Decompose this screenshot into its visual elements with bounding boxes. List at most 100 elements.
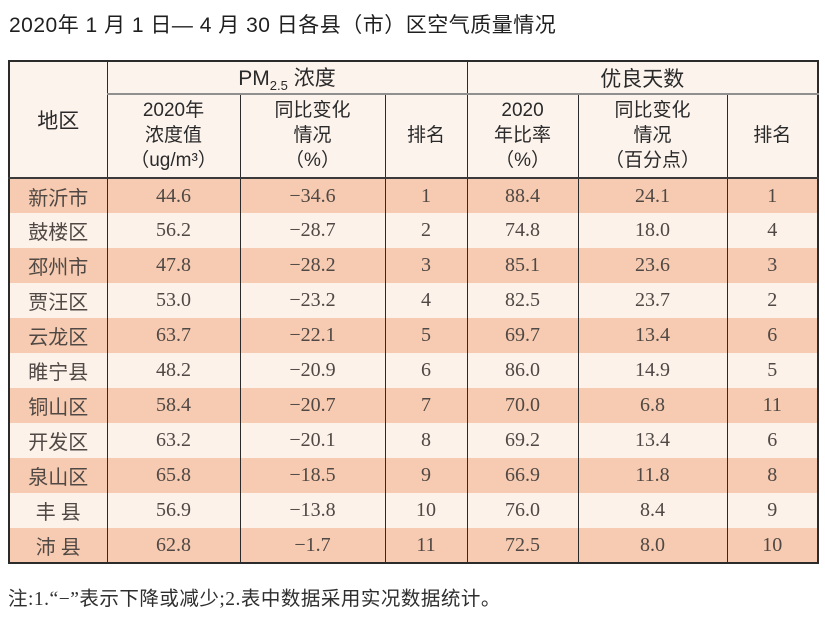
region-cell: 睢宁县	[8, 353, 108, 389]
header-sub-row: 2020年 浓度值 （ug/m³） 同比变化 情况 （%） 排名 2020 年比…	[9, 94, 819, 180]
pm25-change-cell: −28.2	[239, 248, 386, 284]
region-cell: 铜山区	[8, 388, 108, 424]
table-row: 鼓楼区 56.2 −28.7 2 74.8 18.0 4	[8, 213, 819, 249]
good-days-rank-cell: 11	[726, 388, 819, 424]
header-pm25-rank: 排名	[384, 94, 468, 180]
table-row: 铜山区 58.4 −20.7 7 70.0 6.8 11	[8, 388, 819, 424]
pm25-label-suffix: 浓度	[287, 67, 336, 90]
pm25-value-cell: 62.8	[106, 528, 241, 564]
region-cell: 邳州市	[8, 248, 108, 284]
pm25-value-cell: 47.8	[106, 248, 241, 284]
good-days-change-cell: 24.1	[577, 178, 728, 214]
good-days-change-cell: 6.8	[577, 388, 728, 424]
table-row: 邳州市 47.8 −28.2 3 85.1 23.6 3	[8, 248, 819, 284]
pm25-value-cell: 63.2	[106, 423, 241, 459]
header-group-good-days: 优良天数	[466, 61, 819, 96]
good-days-change-cell: 8.0	[577, 528, 728, 564]
pm25-change-cell: −18.5	[239, 458, 386, 494]
pm25-value-cell: 56.2	[106, 213, 241, 249]
header-group-pm25: PM2.5 浓度	[106, 61, 468, 96]
pm25-rank-cell: 9	[384, 458, 468, 494]
good-days-change-cell: 18.0	[577, 213, 728, 249]
good-days-ratio-cell: 88.4	[466, 178, 579, 214]
good-days-rank-cell: 10	[726, 528, 819, 564]
good-days-rank-cell: 6	[726, 423, 819, 459]
footnote: 注:1.“−”表示下降或减少;2.表中数据采用实况数据统计。	[8, 589, 501, 610]
table-row: 睢宁县 48.2 −20.9 6 86.0 14.9 5	[8, 353, 819, 389]
pm25-change-cell: −20.9	[239, 353, 386, 389]
good-days-ratio-cell: 69.2	[466, 423, 579, 459]
good-days-ratio-cell: 70.0	[466, 388, 579, 424]
good-days-ratio-cell: 85.1	[466, 248, 579, 284]
header-region: 地区	[8, 61, 108, 180]
region-cell: 泉山区	[8, 458, 108, 494]
pm25-rank-cell: 5	[384, 318, 468, 354]
good-days-change-cell: 8.4	[577, 493, 728, 529]
region-cell: 丰 县	[8, 493, 108, 529]
good-days-rank-cell: 1	[726, 178, 819, 214]
good-days-rank-cell: 5	[726, 353, 819, 389]
pm25-change-cell: −20.1	[239, 423, 386, 459]
pm25-rank-cell: 1	[384, 178, 468, 214]
pm25-label-prefix: PM	[238, 67, 270, 90]
pm25-value-cell: 63.7	[106, 318, 241, 354]
pm25-value-cell: 44.6	[106, 178, 241, 214]
region-cell: 云龙区	[8, 318, 108, 354]
region-cell: 沛 县	[8, 528, 108, 564]
good-days-rank-cell: 8	[726, 458, 819, 494]
pm25-rank-cell: 11	[384, 528, 468, 564]
good-days-ratio-cell: 66.9	[466, 458, 579, 494]
good-days-ratio-cell: 69.7	[466, 318, 579, 354]
header-good-days-ratio: 2020 年比率 （%）	[466, 94, 579, 180]
good-days-ratio-cell: 86.0	[466, 353, 579, 389]
pm25-change-cell: −34.6	[239, 178, 386, 214]
pm25-value-cell: 48.2	[106, 353, 241, 389]
page-title: 2020年 1 月 1 日— 4 月 30 日各县（市）区空气质量情况	[9, 14, 557, 37]
pm25-value-cell: 58.4	[106, 388, 241, 424]
air-quality-table: 地区 PM2.5 浓度 优良天数 2020年 浓度值 （ug/m³） 同比变化 …	[8, 60, 820, 565]
header-pm25-change: 同比变化 情况 （%）	[239, 94, 386, 180]
pm25-value-cell: 53.0	[106, 283, 241, 319]
table-row: 新沂市 44.6 −34.6 1 88.4 24.1 1	[8, 178, 819, 214]
region-cell: 开发区	[8, 423, 108, 459]
good-days-ratio-cell: 72.5	[466, 528, 579, 564]
header-good-days-change: 同比变化 情况 （百分点）	[577, 94, 728, 180]
table-row: 贾汪区 53.0 −23.2 4 82.5 23.7 2	[8, 283, 819, 319]
pm25-change-cell: −28.7	[239, 213, 386, 249]
good-days-rank-cell: 6	[726, 318, 819, 354]
good-days-ratio-cell: 76.0	[466, 493, 579, 529]
pm25-rank-cell: 3	[384, 248, 468, 284]
good-days-rank-cell: 4	[726, 213, 819, 249]
good-days-change-cell: 23.7	[577, 283, 728, 319]
header-group-row: 地区 PM2.5 浓度 优良天数	[8, 61, 819, 180]
table-body: 新沂市 44.6 −34.6 1 88.4 24.1 1 鼓楼区 56.2 −28.7 2 74.8 1…	[8, 178, 819, 564]
region-cell: 新沂市	[8, 178, 108, 214]
good-days-change-cell: 14.9	[577, 353, 728, 389]
pm25-value-cell: 56.9	[106, 493, 241, 529]
table-row: 泉山区 65.8 −18.5 9 66.9 11.8 8	[8, 458, 819, 494]
good-days-rank-cell: 2	[726, 283, 819, 319]
pm25-change-cell: −20.7	[239, 388, 386, 424]
pm25-change-cell: −1.7	[239, 528, 386, 564]
table-row: 沛 县 62.8 −1.7 11 72.5 8.0 10	[8, 528, 819, 564]
pm25-change-cell: −22.1	[239, 318, 386, 354]
good-days-rank-cell: 3	[726, 248, 819, 284]
good-days-rank-cell: 9	[726, 493, 819, 529]
pm25-rank-cell: 8	[384, 423, 468, 459]
pm25-label-subscript: 2.5	[269, 78, 288, 94]
table-header: 地区 PM2.5 浓度 优良天数 2020年 浓度值 （ug/m³） 同比变化 …	[8, 61, 819, 180]
good-days-change-cell: 11.8	[577, 458, 728, 494]
good-days-change-cell: 13.4	[577, 423, 728, 459]
pm25-rank-cell: 4	[384, 283, 468, 319]
pm25-rank-cell: 7	[384, 388, 468, 424]
pm25-change-cell: −23.2	[239, 283, 386, 319]
region-cell: 鼓楼区	[8, 213, 108, 249]
table-row: 云龙区 63.7 −22.1 5 69.7 13.4 6	[8, 318, 819, 354]
good-days-ratio-cell: 82.5	[466, 283, 579, 319]
table-row: 丰 县 56.9 −13.8 10 76.0 8.4 9	[8, 493, 819, 529]
pm25-rank-cell: 6	[384, 353, 468, 389]
header-good-days-rank: 排名	[726, 94, 819, 180]
table-row: 开发区 63.2 −20.1 8 69.2 13.4 6	[8, 423, 819, 459]
good-days-change-cell: 13.4	[577, 318, 728, 354]
